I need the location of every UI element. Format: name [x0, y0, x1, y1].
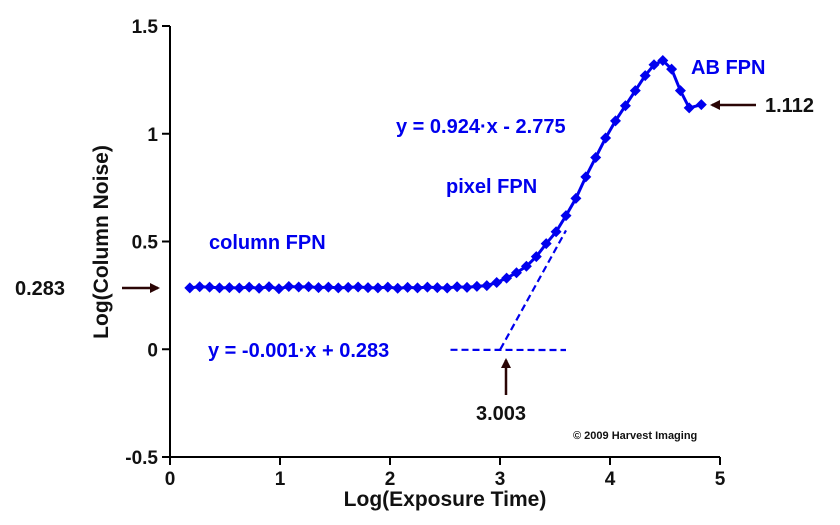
data-point	[392, 282, 404, 294]
data-point	[550, 226, 562, 238]
data-point	[530, 251, 542, 263]
x-tick-label: 1	[275, 469, 286, 490]
data-point	[194, 281, 206, 293]
data-point	[283, 281, 295, 293]
data-point	[431, 282, 443, 294]
data-point	[629, 85, 641, 97]
data-point	[600, 132, 612, 144]
data-point	[481, 280, 493, 292]
right-value-label: 1.112	[765, 95, 814, 117]
data-point	[412, 282, 423, 294]
data-point	[322, 281, 334, 293]
data-point	[273, 283, 285, 295]
x-tick-label: 5	[715, 469, 726, 490]
x-tick-label: 0	[165, 469, 176, 490]
data-point	[683, 102, 695, 114]
data-point	[674, 85, 686, 97]
series-line	[189, 58, 702, 291]
data-point	[511, 267, 522, 279]
y-axis-ticks: -0.5 0 0.5 1 1.5	[125, 17, 170, 469]
data-point	[243, 281, 255, 293]
data-point	[293, 281, 305, 293]
data-point	[332, 282, 344, 294]
data-point	[695, 99, 707, 111]
data-point	[491, 276, 503, 288]
intercept-value-label: 3.003	[476, 403, 526, 425]
data-point	[648, 59, 660, 71]
pixel-fpn-label: pixel FPN	[446, 176, 537, 198]
data-point	[233, 282, 245, 294]
data-point	[402, 281, 414, 293]
y-tick-label: -0.5	[125, 448, 158, 469]
ab-fpn-label: AB FPN	[691, 57, 765, 79]
copyright-text: © 2009 Harvest Imaging	[573, 430, 697, 442]
data-point	[540, 238, 552, 250]
data-point	[204, 281, 216, 293]
data-point	[253, 282, 265, 294]
y-tick-label: 1.5	[132, 17, 159, 38]
data-point	[560, 210, 572, 222]
fit-lines	[450, 229, 567, 352]
data-point	[263, 281, 275, 293]
data-point	[303, 281, 315, 293]
data-point	[570, 192, 582, 204]
data-point	[610, 115, 621, 127]
data-point	[619, 100, 631, 112]
x-tick-label: 4	[605, 469, 616, 490]
fit-line	[499, 229, 567, 350]
fit-equation-upper: y = 0.924·x - 2.775	[396, 116, 566, 138]
y-axis-title: Log(Column Noise)	[90, 145, 113, 339]
column-fpn-label: column FPN	[209, 232, 326, 254]
left-value-label: 0.283	[15, 278, 65, 300]
data-point	[461, 281, 473, 293]
data-point	[214, 282, 225, 294]
data-point	[639, 70, 651, 82]
data-point	[590, 151, 602, 163]
data-point	[223, 282, 235, 294]
data-point	[362, 282, 374, 294]
y-tick-label: 1	[147, 125, 158, 146]
data-point	[520, 260, 532, 272]
data-point	[451, 281, 463, 293]
data-series	[184, 54, 707, 295]
data-point	[421, 281, 433, 293]
data-point	[580, 171, 592, 183]
y-tick-label: 0	[147, 340, 158, 361]
data-point	[441, 282, 453, 294]
x-axis-ticks: 0 1 2 3 4 5	[165, 457, 726, 490]
data-point	[382, 281, 394, 293]
fit-equation-lower: y = -0.001·x + 0.283	[208, 340, 389, 362]
data-point	[352, 281, 364, 293]
x-axis-title: Log(Exposure Time)	[344, 488, 547, 511]
data-point	[501, 272, 513, 284]
data-point	[657, 54, 669, 66]
data-point	[666, 63, 678, 75]
y-tick-label: 0.5	[132, 233, 159, 254]
x-tick-label: 3	[495, 469, 506, 490]
x-tick-label: 2	[385, 469, 396, 490]
data-point	[342, 281, 354, 293]
data-point	[313, 282, 324, 294]
data-point	[471, 280, 483, 292]
data-point	[184, 282, 196, 294]
data-point	[372, 282, 384, 294]
